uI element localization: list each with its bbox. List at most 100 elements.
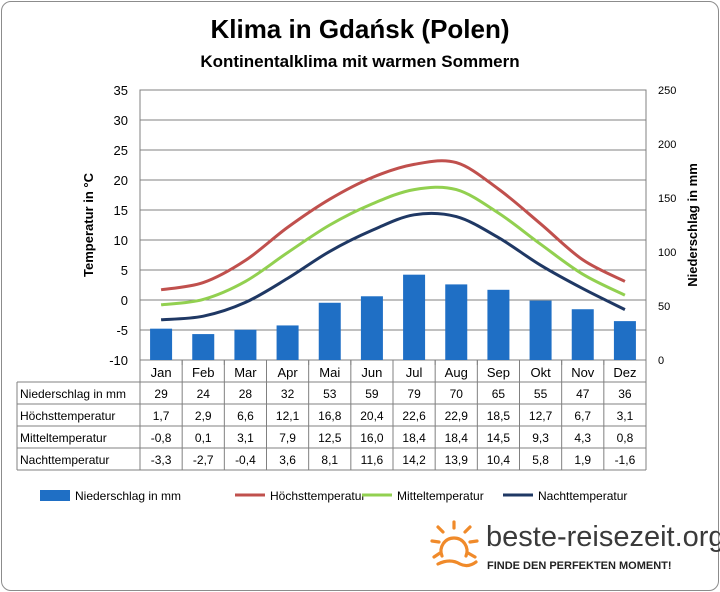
table-cell: 14,2 [402, 453, 426, 467]
table-cell: 10,4 [487, 453, 511, 467]
table-cell: -0,8 [151, 431, 172, 445]
table-cell: 7,9 [279, 431, 296, 445]
legend-label: Nachttemperatur [538, 489, 627, 503]
table-cell: 1,9 [574, 453, 591, 467]
table-cell: 22,6 [402, 409, 426, 423]
table-cell: 12,5 [318, 431, 342, 445]
table-row-label: Nachttemperatur [20, 453, 109, 467]
table-cell: 32 [281, 387, 295, 401]
table-cell: -2,7 [193, 453, 214, 467]
table-cell: 14,5 [487, 431, 511, 445]
y-left-tick-label: 5 [121, 263, 128, 278]
table-cell: 53 [323, 387, 337, 401]
y-right-tick-label: 0 [658, 355, 664, 367]
x-tick-label: Aug [445, 365, 468, 380]
table-cell: 18,4 [445, 431, 469, 445]
sun-icon [430, 520, 479, 568]
line-mitteltemperatur [160, 185, 626, 307]
x-tick-label: Feb [192, 365, 214, 380]
precipitation-bar [318, 302, 341, 360]
table-cell: 20,4 [360, 409, 384, 423]
table-cell: 16,8 [318, 409, 342, 423]
table-cell: -1,6 [615, 453, 636, 467]
table-cell: 4,3 [574, 431, 591, 445]
table-cell: 5,8 [532, 453, 549, 467]
table-cell: 1,7 [153, 409, 170, 423]
table-cell: -3,3 [151, 453, 172, 467]
table-cell: 70 [450, 387, 464, 401]
y-left-tick-label: 15 [114, 203, 128, 218]
table-cell: 36 [618, 387, 632, 401]
table-cell: 0,1 [195, 431, 212, 445]
x-tick-label: Jul [406, 365, 423, 380]
table-cell: 22,9 [445, 409, 469, 423]
precipitation-bar [192, 334, 215, 360]
y-left-tick-label: -10 [109, 353, 128, 368]
plot-area [139, 89, 647, 361]
line-nachttemperatur [160, 211, 626, 322]
precipitation-bar [234, 329, 257, 360]
table-cell: 2,9 [195, 409, 212, 423]
precipitation-bar [613, 321, 636, 360]
table-cell: 3,1 [617, 409, 634, 423]
table-cell: 6,6 [237, 409, 254, 423]
table-cell: 65 [492, 387, 506, 401]
table-cell: 11,6 [361, 453, 384, 467]
brand-name[interactable]: beste-reisezeit.org [486, 521, 720, 553]
brand-slogan: FINDE DEN PERFEKTEN MOMENT! [487, 560, 672, 572]
table-cell: 16,0 [360, 431, 384, 445]
x-tick-label: Sep [487, 365, 510, 380]
precipitation-bar [445, 284, 468, 360]
table-cell: 47 [576, 387, 590, 401]
precipitation-bar [487, 289, 510, 360]
legend-label: Höchsttemperatur [270, 489, 365, 503]
y-right-tick-label: 100 [658, 247, 676, 259]
y-right-tick-label: 200 [658, 139, 676, 151]
table-cell: 28 [239, 387, 253, 401]
y-left-tick-label: 10 [114, 233, 128, 248]
chart-title: Klima in Gdańsk (Polen) [210, 14, 510, 44]
table-cell: -0,4 [235, 453, 256, 467]
table-cell: 29 [154, 387, 168, 401]
y-right-tick-label: 50 [658, 301, 670, 313]
x-tick-label: Dez [613, 365, 636, 380]
x-tick-label: Mai [319, 365, 340, 380]
table-cell: 13,9 [445, 453, 469, 467]
precipitation-bar [403, 274, 426, 360]
table-cell: 12,1 [276, 409, 300, 423]
y-left-tick-label: 0 [121, 293, 128, 308]
table-cell: 24 [197, 387, 211, 401]
precipitation-bar [276, 325, 299, 360]
table-cell: 59 [365, 387, 379, 401]
precipitation-bar [150, 328, 173, 360]
table-cell: 12,7 [529, 409, 553, 423]
chart-subtitle: Kontinentalklima mit warmen Sommern [200, 52, 520, 71]
y-left-tick-label: 25 [114, 143, 128, 158]
legend-label: Niederschlag in mm [75, 489, 181, 503]
x-tick-label: Nov [571, 365, 595, 380]
y-right-tick-label: 250 [658, 85, 676, 97]
table-cell: 18,5 [487, 409, 511, 423]
x-tick-label: Mar [234, 365, 257, 380]
line-höchsttemperatur [160, 159, 626, 292]
precipitation-bar [529, 300, 552, 360]
table-cell: 55 [534, 387, 548, 401]
x-tick-label: Okt [530, 365, 551, 380]
table-cell: 79 [407, 387, 421, 401]
legend-swatch [40, 490, 70, 501]
legend-label: Mitteltemperatur [397, 489, 484, 503]
table-row-label: Mitteltemperatur [20, 431, 107, 445]
precipitation-bar [571, 309, 594, 360]
x-tick-label: Jun [361, 365, 382, 380]
y-left-tick-label: 35 [114, 83, 128, 98]
precipitation-bar [360, 296, 383, 360]
table-row-label: Niederschlag in mm [20, 387, 126, 401]
y-right-tick-label: 150 [658, 193, 676, 205]
table-cell: 3,1 [237, 431, 254, 445]
x-tick-label: Apr [277, 365, 298, 380]
y-left-tick-label: 20 [114, 173, 128, 188]
table-cell: 9,3 [532, 431, 549, 445]
y-right-axis-title: Niederschlag in mm [685, 163, 700, 287]
